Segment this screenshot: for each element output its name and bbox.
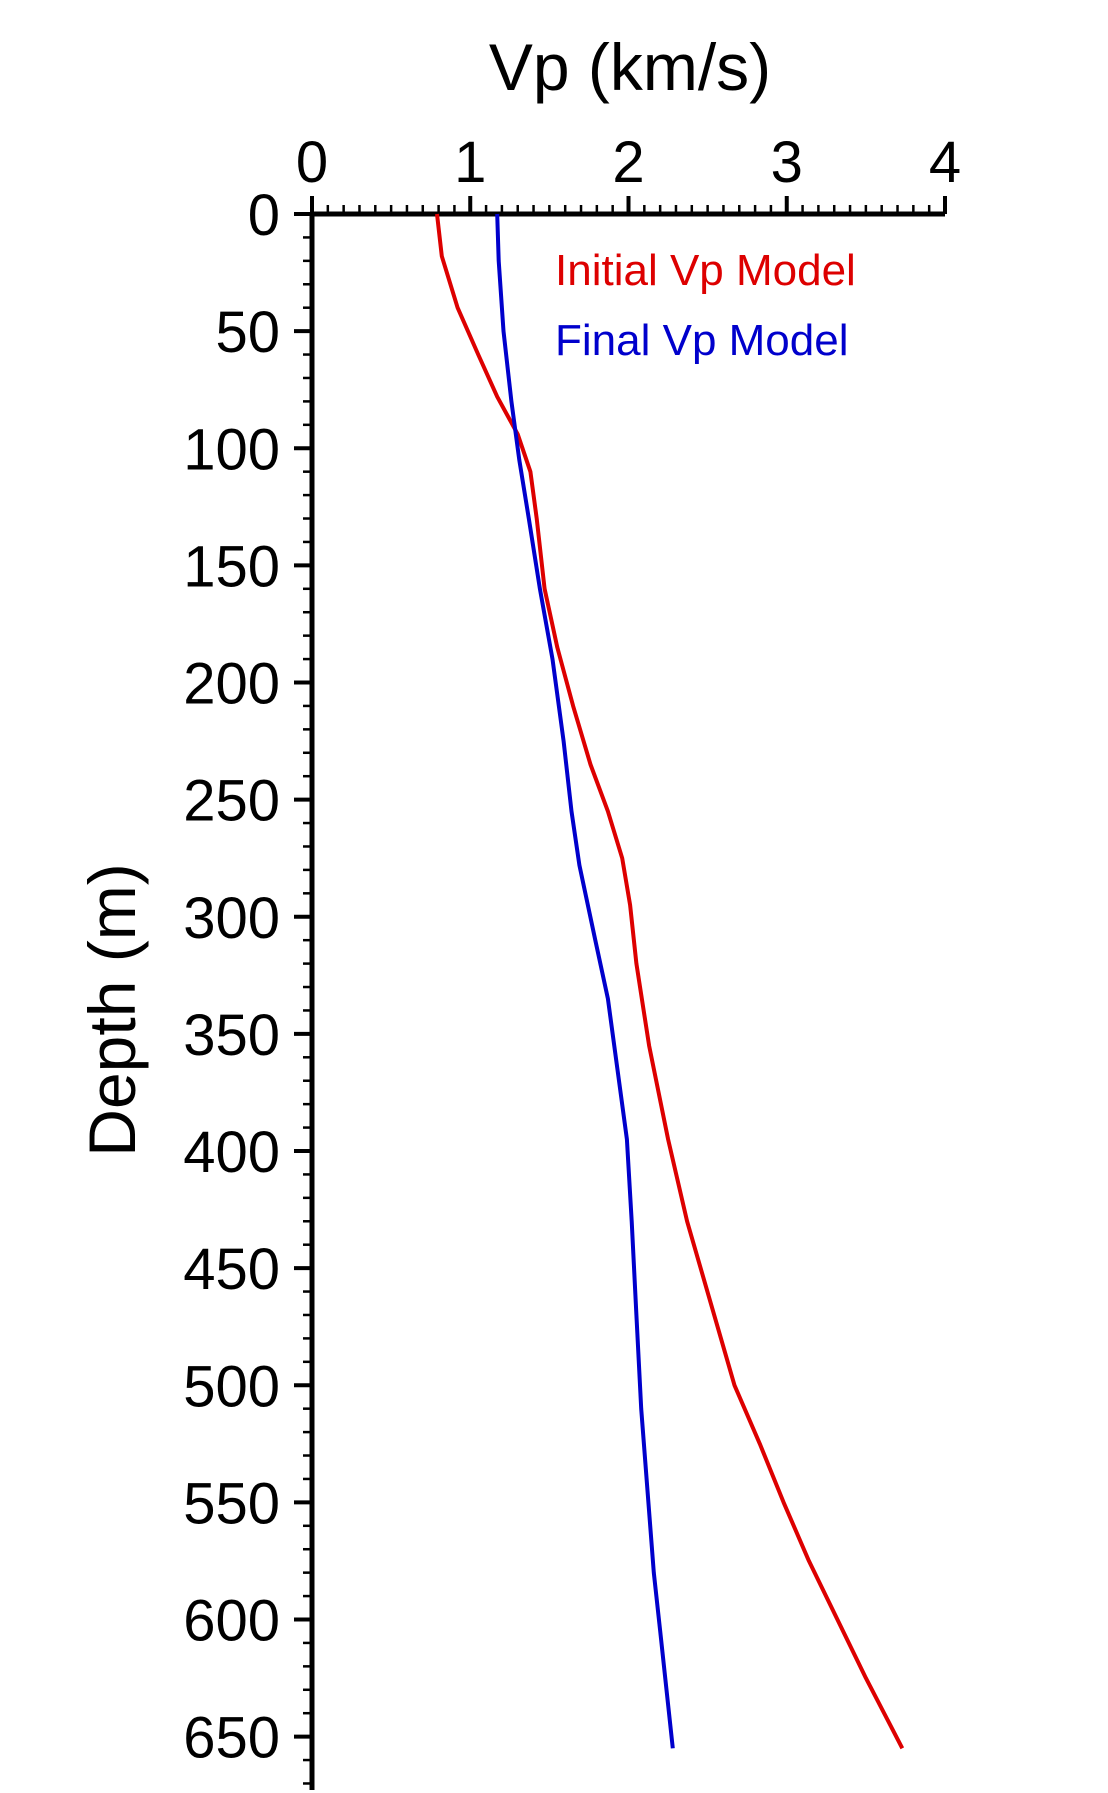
- y-tick-label: 250: [183, 769, 280, 834]
- y-tick-label: 400: [183, 1120, 280, 1185]
- series-line-initial: [435, 213, 905, 1750]
- series-line-final: [495, 213, 675, 1749]
- y-tick-label: 650: [183, 1706, 280, 1771]
- x-tick-label: 0: [296, 130, 328, 195]
- plot-lines: [435, 213, 905, 1750]
- y-tick-label: 300: [183, 886, 280, 951]
- y-tick-label: 350: [183, 1003, 280, 1068]
- x-axis-title: Vp (km/s): [489, 30, 771, 104]
- legend-entry: Final Vp Model: [555, 316, 848, 365]
- y-tick-label: 0: [248, 183, 280, 248]
- legend-entry: Initial Vp Model: [555, 246, 856, 295]
- x-tick-label: 3: [771, 130, 803, 195]
- axes: 0 1 2 3 4 0 50 100 150 200 250 300 350 400 450 500 550 60…: [183, 130, 961, 1790]
- y-tick-label: 600: [183, 1589, 280, 1654]
- x-tick-label: 1: [454, 130, 486, 195]
- x-tick-label: 2: [612, 130, 644, 195]
- axis-titles: Vp (km/s) Depth (m): [75, 30, 771, 1157]
- x-tick-label: 4: [929, 130, 961, 195]
- y-tick-label: 550: [183, 1471, 280, 1536]
- y-tick-label: 450: [183, 1237, 280, 1302]
- y-tick-label: 500: [183, 1354, 280, 1419]
- y-tick-label: 200: [183, 652, 280, 717]
- legend: Initial Vp Model Final Vp Model: [555, 246, 856, 365]
- y-axis-title: Depth (m): [75, 863, 149, 1156]
- y-tick-label: 100: [183, 417, 280, 482]
- y-tick-label: 50: [215, 300, 280, 365]
- y-tick-label: 150: [183, 534, 280, 599]
